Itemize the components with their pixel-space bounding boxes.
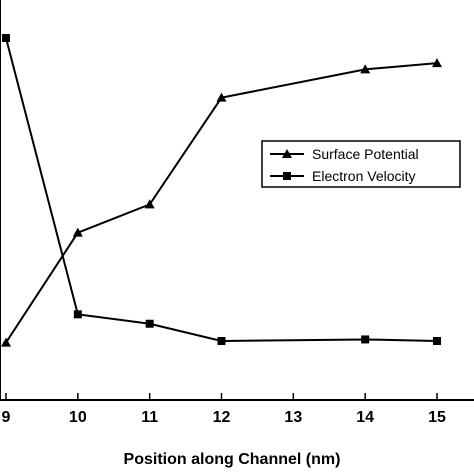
legend-label: Surface Potential <box>312 146 419 162</box>
electron-velocity-point <box>361 335 370 344</box>
surface-potential-point <box>360 64 371 74</box>
electron-velocity-point <box>217 337 226 346</box>
legend-marker <box>282 149 292 158</box>
electron-velocity-line <box>5 37 438 343</box>
surface-potential-line <box>5 62 438 344</box>
series-lines <box>5 37 438 344</box>
legend-box <box>261 140 461 188</box>
electron-velocity-point <box>73 310 82 319</box>
x-tick-label: 10 <box>69 409 87 426</box>
legend-label: Electron Velocity <box>312 168 416 184</box>
electron-velocity-point <box>433 337 441 346</box>
legend-marker <box>283 172 291 180</box>
electron-velocity-point <box>145 319 154 328</box>
x-tick-label: 12 <box>213 409 231 426</box>
x-tick-label: 14 <box>356 409 374 426</box>
plot-frame <box>0 0 474 401</box>
x-tick-label: 13 <box>284 409 302 426</box>
series-markers <box>1 34 442 347</box>
surface-potential-point <box>432 58 442 68</box>
electron-velocity-point <box>2 34 10 42</box>
x-axis-ticks: 9 10 11 12 13 14 15 <box>2 393 446 426</box>
x-tick-label: 11 <box>141 409 158 426</box>
surface-potential-point <box>72 227 83 237</box>
x-axis-title: Position along Channel (nm) <box>124 451 341 468</box>
x-tick-label: 9 <box>2 409 11 426</box>
surface-potential-point <box>144 199 155 209</box>
surface-potential-point <box>216 92 227 102</box>
legend: Surface Potential Electron Velocity <box>261 140 461 188</box>
surface-potential-point <box>1 337 11 347</box>
x-tick-label: 15 <box>428 409 446 426</box>
